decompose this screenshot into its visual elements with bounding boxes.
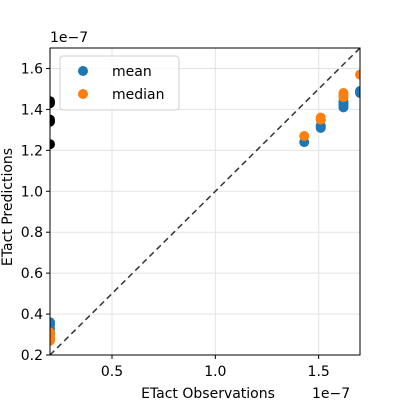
data-point-mean: [355, 85, 360, 96]
y-tick-label: 0.6: [21, 266, 43, 282]
y-tick-label: 1.2: [21, 143, 43, 159]
data-point-median: [50, 327, 55, 338]
legend-marker-median: [78, 89, 88, 99]
data-point-median: [299, 131, 310, 142]
data-point-median: [355, 69, 360, 80]
y-ticks: 0.2 0.4 0.6 0.8 1.0 1.2 1.4 1.6: [21, 61, 50, 364]
legend: mean median: [59, 55, 180, 111]
y-tick-label: 0.2: [21, 348, 43, 364]
data-point-series-2: [50, 139, 55, 150]
data-point-mean: [50, 317, 55, 328]
x-axis-label: ETact Observations: [141, 386, 275, 400]
data-point-median: [338, 88, 349, 99]
legend-box: [59, 55, 180, 111]
y-axis-label: ETact Predictions: [0, 148, 16, 266]
data-point-series-2: [50, 96, 55, 107]
y-offset-label: 1e−7: [50, 30, 88, 46]
y-tick-label: 1.4: [21, 102, 43, 118]
legend-label-median: median: [112, 87, 164, 103]
x-tick-label: 1.0: [204, 364, 226, 380]
data-points: [50, 69, 360, 346]
y-tick-label: 1.0: [21, 184, 43, 200]
x-offset-label: 1e−7: [312, 386, 350, 400]
data-point-series-2: [50, 114, 55, 125]
x-ticks: 0.5 1.0 1.5: [101, 355, 330, 380]
legend-marker-mean: [78, 66, 88, 76]
x-tick-label: 1.5: [308, 364, 330, 380]
y-tick-label: 0.8: [21, 225, 43, 241]
plot-frame: [49, 47, 361, 356]
legend-label-mean: mean: [112, 64, 152, 80]
identity-line: [49, 47, 361, 356]
y-tick-label: 0.4: [21, 307, 43, 323]
data-point-median: [315, 112, 326, 123]
y-tick-label: 1.6: [21, 61, 43, 77]
x-tick-label: 0.5: [101, 364, 123, 380]
